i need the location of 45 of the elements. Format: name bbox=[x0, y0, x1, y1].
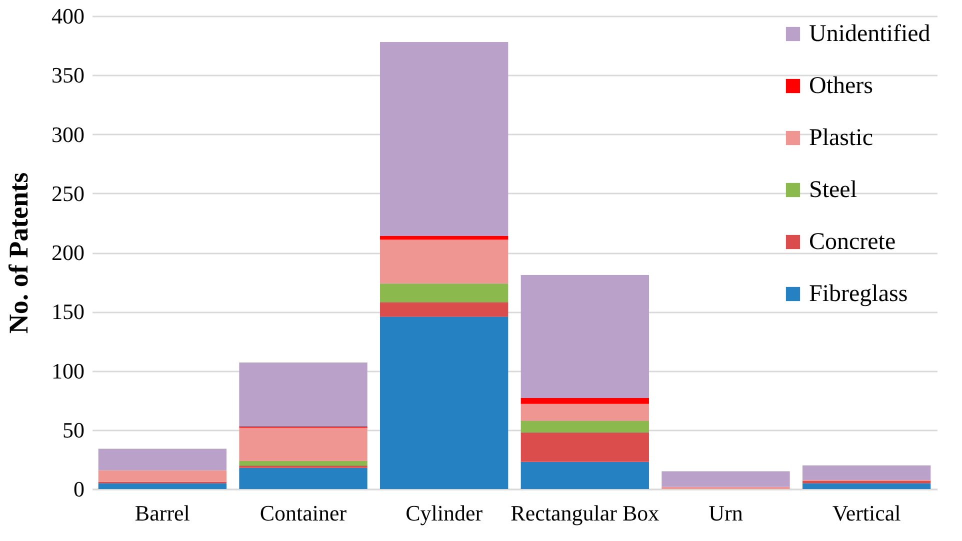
y-tick-label: 50 bbox=[62, 417, 84, 442]
x-tick-label: Cylinder bbox=[406, 500, 484, 526]
bar bbox=[380, 283, 508, 302]
legend-label: Concrete bbox=[809, 229, 896, 255]
x-tick-label: Barrel bbox=[134, 500, 190, 526]
bar bbox=[98, 483, 226, 489]
y-tick-label: 0 bbox=[74, 476, 84, 502]
y-tick-label: 350 bbox=[52, 62, 84, 88]
bar bbox=[380, 316, 508, 489]
bar bbox=[380, 42, 508, 236]
x-tick-label: Urn bbox=[708, 500, 743, 526]
bar bbox=[380, 239, 508, 284]
y-axis-title: No. of Patents bbox=[4, 172, 34, 334]
bar bbox=[520, 462, 649, 489]
bar bbox=[802, 480, 931, 484]
bar bbox=[98, 448, 226, 470]
bar bbox=[239, 460, 368, 466]
legend-label: Steel bbox=[809, 177, 858, 203]
bar bbox=[239, 468, 368, 489]
x-tick-label: Rectangular Box bbox=[510, 500, 660, 526]
bar bbox=[520, 274, 649, 398]
bar bbox=[520, 420, 649, 432]
legend-label: Others bbox=[809, 73, 873, 99]
bar bbox=[520, 404, 649, 420]
y-tick-label: 300 bbox=[52, 122, 84, 147]
bar bbox=[520, 432, 649, 462]
y-tick-label: 250 bbox=[52, 180, 84, 206]
bar bbox=[380, 302, 508, 316]
y-tick-label: 150 bbox=[52, 299, 84, 324]
bar bbox=[662, 471, 790, 487]
y-tick-label: 200 bbox=[52, 240, 84, 265]
y-tick-label: 100 bbox=[52, 358, 84, 384]
bar bbox=[520, 398, 649, 404]
bar bbox=[239, 428, 368, 461]
bar bbox=[98, 470, 226, 482]
bar bbox=[802, 483, 931, 489]
legend-label: Plastic bbox=[809, 125, 873, 151]
x-tick-label: Container bbox=[260, 500, 348, 526]
bar bbox=[380, 236, 508, 240]
bar bbox=[239, 362, 368, 426]
legend-label: Unidentified bbox=[809, 21, 930, 47]
x-tick-label: Vertical bbox=[832, 500, 901, 526]
bar bbox=[802, 465, 931, 480]
legend-label: Fibreglass bbox=[809, 281, 908, 307]
y-tick-label: 400 bbox=[52, 4, 84, 28]
